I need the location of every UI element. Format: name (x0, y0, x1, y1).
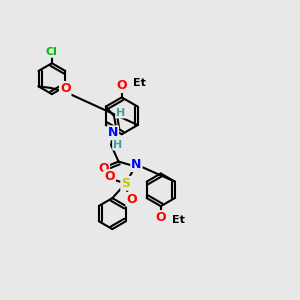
Text: N: N (131, 158, 142, 171)
Text: Et: Et (172, 215, 185, 225)
Text: Et: Et (133, 78, 146, 88)
Text: S: S (121, 177, 130, 190)
Text: O: O (116, 79, 127, 92)
Text: O: O (104, 170, 115, 183)
Text: O: O (60, 82, 70, 95)
Text: H: H (113, 140, 122, 150)
Text: O: O (126, 193, 137, 206)
Text: O: O (98, 162, 109, 175)
Text: H: H (116, 108, 125, 118)
Text: N: N (108, 126, 118, 139)
Text: O: O (155, 211, 166, 224)
Text: Cl: Cl (46, 47, 58, 57)
